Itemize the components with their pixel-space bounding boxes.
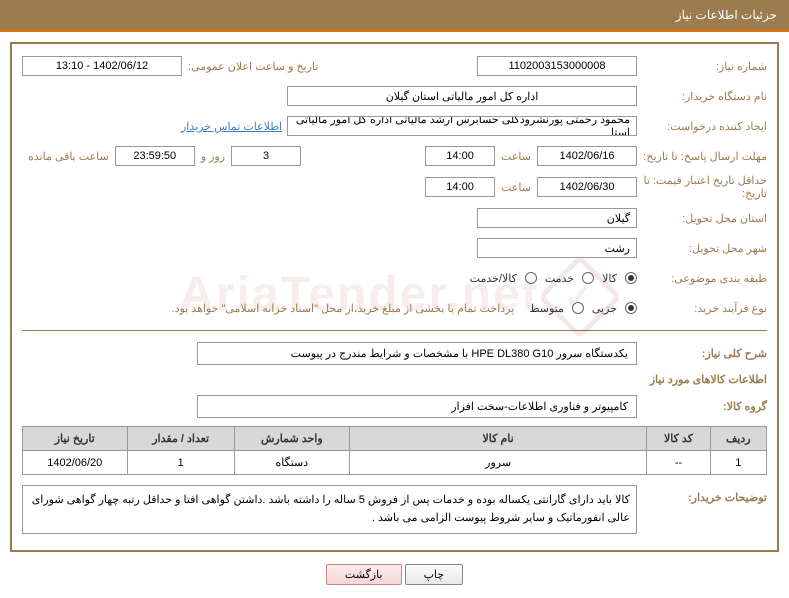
table-row: 1 -- سرور دستگاه 1 1402/06/20 (23, 451, 767, 475)
province-field: گیلان (477, 208, 637, 228)
response-deadline-label: مهلت ارسال پاسخ: تا تاریخ: (637, 150, 767, 163)
radio-service-label: خدمت (545, 272, 574, 285)
purchase-type-label: نوع فرآیند خرید: (637, 302, 767, 315)
buyer-notes-field: کالا باید دارای گارانتی یکساله بوده و خد… (22, 485, 637, 534)
general-desc-field: یکدستگاه سرور HPE DL380 G10 با مشخصات و … (197, 342, 637, 365)
td-name: سرور (349, 451, 647, 475)
countdown-field: 23:59:50 (115, 146, 195, 166)
goods-group-field: کامپیوتر و فناوری اطلاعات-سخت افزار (197, 395, 637, 418)
radio-both[interactable] (525, 272, 537, 284)
buyer-contact-link[interactable]: اطلاعات تماس خریدار (181, 120, 282, 133)
radio-goods[interactable] (625, 272, 637, 284)
td-qty: 1 (127, 451, 234, 475)
main-panel: AriaTender.net شماره نیاز: 1102003153000… (10, 42, 779, 552)
th-name: نام کالا (349, 427, 647, 451)
announce-label: تاریخ و ساعت اعلان عمومی: (182, 60, 324, 73)
payment-note: پرداخت تمام یا بخشی از مبلغ خرید،از محل … (172, 302, 515, 315)
category-radio-group: کالا خدمت کالا/خدمت (470, 272, 637, 285)
goods-info-title: اطلاعات کالاهای مورد نیاز (22, 373, 767, 386)
requester-field: محمود رحمتی پورنشرودکلی حسابرس ارشد مالی… (287, 116, 637, 136)
need-number-field: 1102003153000008 (477, 56, 637, 76)
radio-medium[interactable] (572, 302, 584, 314)
radio-medium-label: متوسط (529, 302, 564, 315)
button-row: چاپ بازگشت (0, 564, 789, 585)
radio-both-label: کالا/خدمت (470, 272, 517, 285)
th-qty: تعداد / مقدار (127, 427, 234, 451)
need-number-label: شماره نیاز: (637, 60, 767, 73)
td-unit: دستگاه (234, 451, 349, 475)
price-date-field: 1402/06/30 (537, 177, 637, 197)
divider-1 (22, 330, 767, 331)
th-unit: واحد شمارش (234, 427, 349, 451)
back-button[interactable]: بازگشت (326, 564, 402, 585)
buyer-org-label: نام دستگاه خریدار: (637, 90, 767, 103)
general-desc-label: شرح کلی نیاز: (637, 347, 767, 360)
resp-hour-field: 14:00 (425, 146, 495, 166)
price-hour-field: 14:00 (425, 177, 495, 197)
print-button[interactable]: چاپ (405, 564, 464, 585)
goods-table: ردیف کد کالا نام کالا واحد شمارش تعداد /… (22, 426, 767, 475)
city-label: شهر محل تحویل: (637, 242, 767, 255)
province-label: استان محل تحویل: (637, 212, 767, 225)
th-code: کد کالا (647, 427, 710, 451)
requester-label: ایجاد کننده درخواست: (637, 120, 767, 133)
announce-date-field: 1402/06/12 - 13:10 (22, 56, 182, 76)
radio-partial-label: جزیی (592, 302, 617, 315)
buyer-notes-label: توضیحات خریدار: (637, 485, 767, 504)
resp-date-field: 1402/06/16 (537, 146, 637, 166)
remaining-label: ساعت باقی مانده (22, 150, 115, 163)
city-field: رشت (477, 238, 637, 258)
page-title: جزئیات اطلاعات نیاز (676, 8, 777, 22)
th-row: ردیف (710, 427, 766, 451)
resp-hour-label: ساعت (495, 150, 537, 163)
price-hour-label: ساعت (495, 181, 537, 194)
radio-service[interactable] (582, 272, 594, 284)
page-header: جزئیات اطلاعات نیاز (0, 0, 789, 32)
td-code: -- (647, 451, 710, 475)
th-date: تاریخ نیاز (23, 427, 128, 451)
buyer-org-field: اداره کل امور مالیاتی استان گیلان (287, 86, 637, 106)
days-remaining-field: 3 (231, 146, 301, 166)
radio-goods-label: کالا (602, 272, 617, 285)
td-row: 1 (710, 451, 766, 475)
price-valid-label: حداقل تاریخ اعتبار قیمت: تا تاریخ: (637, 174, 767, 200)
radio-partial[interactable] (625, 302, 637, 314)
goods-group-label: گروه کالا: (637, 400, 767, 413)
days-label: روز و (195, 150, 231, 163)
category-label: طبقه بندی موضوعی: (637, 272, 767, 285)
purchase-type-radio-group: جزیی متوسط (529, 302, 637, 315)
td-date: 1402/06/20 (23, 451, 128, 475)
